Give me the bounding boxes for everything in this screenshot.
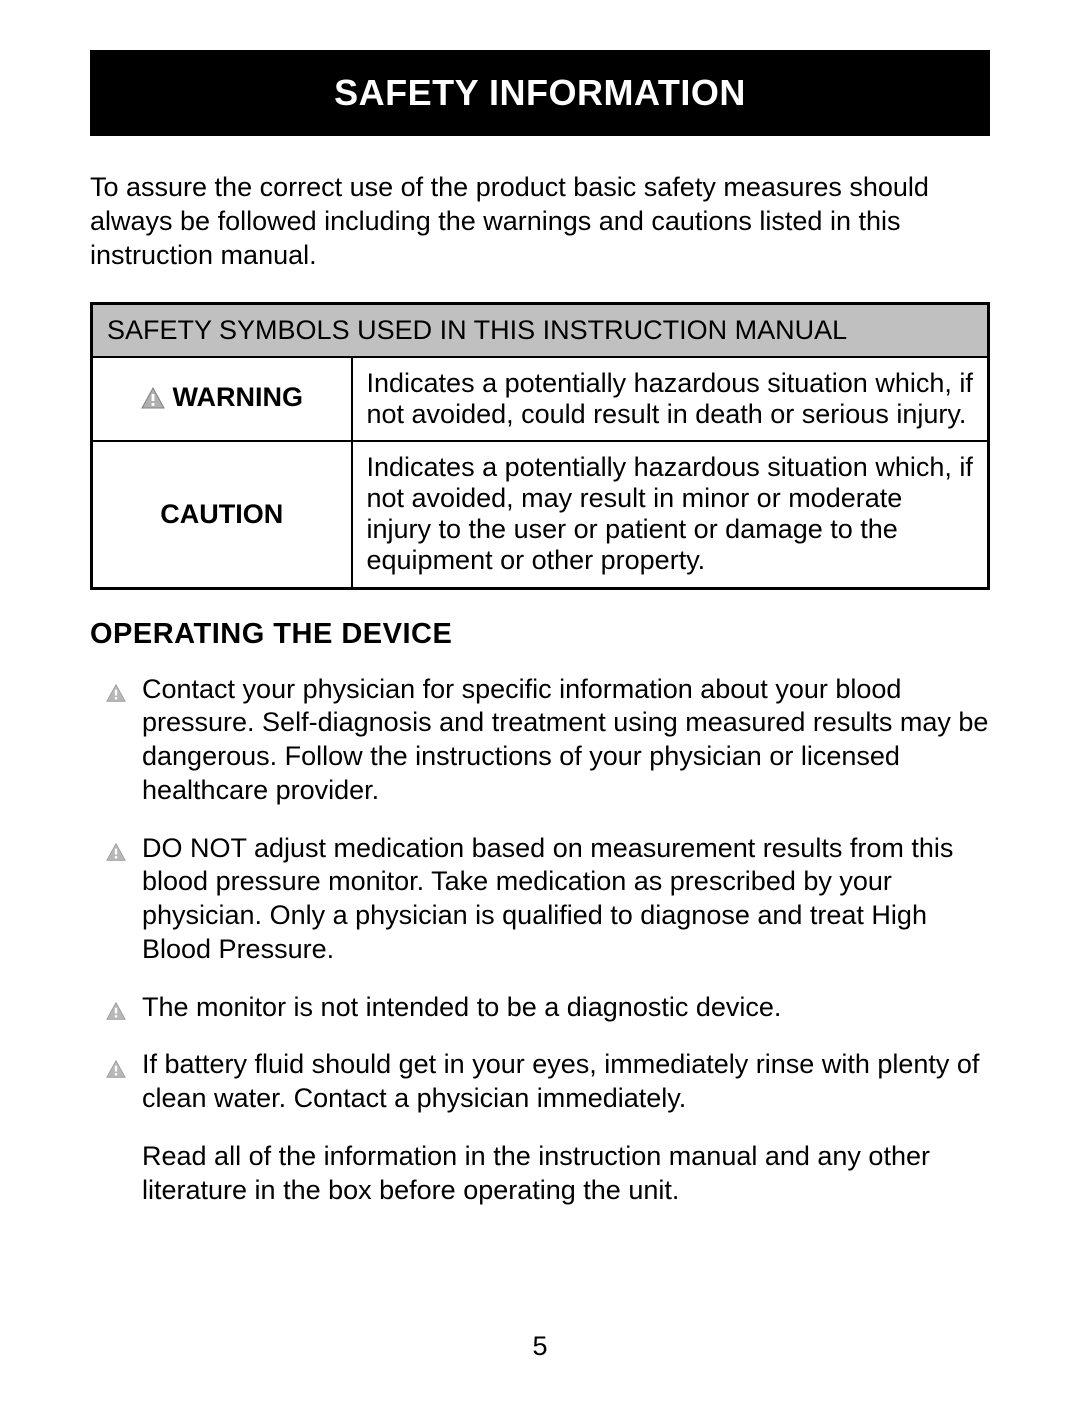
intro-paragraph: To assure the correct use of the product… xyxy=(90,171,990,272)
table-row: WARNING Indicates a potentially hazardous… xyxy=(92,357,989,441)
warning-triangle-icon xyxy=(141,386,165,410)
symbols-table-header: SAFETY SYMBOLS USED IN THIS INSTRUCTION … xyxy=(92,304,989,358)
symbol-label-text: CAUTION xyxy=(160,499,283,530)
symbol-label-cell: WARNING xyxy=(92,357,352,441)
warning-triangle-icon xyxy=(106,835,126,869)
symbol-description-cell: Indicates a potentially hazardous situat… xyxy=(352,357,989,441)
symbol-label-cell: CAUTION xyxy=(92,441,352,588)
page-number: 5 xyxy=(0,1331,1080,1362)
symbol-description-cell: Indicates a potentially hazardous situat… xyxy=(352,441,989,588)
list-item: Contact your physician for specific info… xyxy=(142,673,990,808)
warning-triangle-icon xyxy=(106,676,126,710)
warning-triangle-icon xyxy=(106,842,126,862)
list-item: The monitor is not intended to be a diag… xyxy=(142,991,990,1025)
warning-triangle-icon xyxy=(106,1001,126,1021)
warning-bullet-list: Contact your physician for specific info… xyxy=(90,673,990,1116)
table-row: CAUTION Indicates a potentially hazardous… xyxy=(92,441,989,588)
warning-triangle-icon xyxy=(106,683,126,703)
safety-symbols-table: SAFETY SYMBOLS USED IN THIS INSTRUCTION … xyxy=(90,302,990,589)
warning-triangle-icon xyxy=(106,1051,126,1085)
list-item-text: DO NOT adjust medication based on measur… xyxy=(142,833,953,964)
list-item-text: The monitor is not intended to be a diag… xyxy=(142,992,781,1022)
operating-device-heading: OPERATING THE DEVICE xyxy=(90,618,990,651)
list-item-text: If battery fluid should get in your eyes… xyxy=(142,1049,979,1113)
list-item-text: Contact your physician for specific info… xyxy=(142,674,988,805)
list-item: DO NOT adjust medication based on measur… xyxy=(142,832,990,967)
list-item: If battery fluid should get in your eyes… xyxy=(142,1048,990,1116)
symbol-label-text: WARNING xyxy=(173,382,304,413)
warning-triangle-icon xyxy=(106,994,126,1028)
read-all-note: Read all of the information in the instr… xyxy=(90,1140,990,1208)
warning-triangle-icon xyxy=(106,1059,126,1079)
page-banner: SAFETY INFORMATION xyxy=(90,50,990,136)
